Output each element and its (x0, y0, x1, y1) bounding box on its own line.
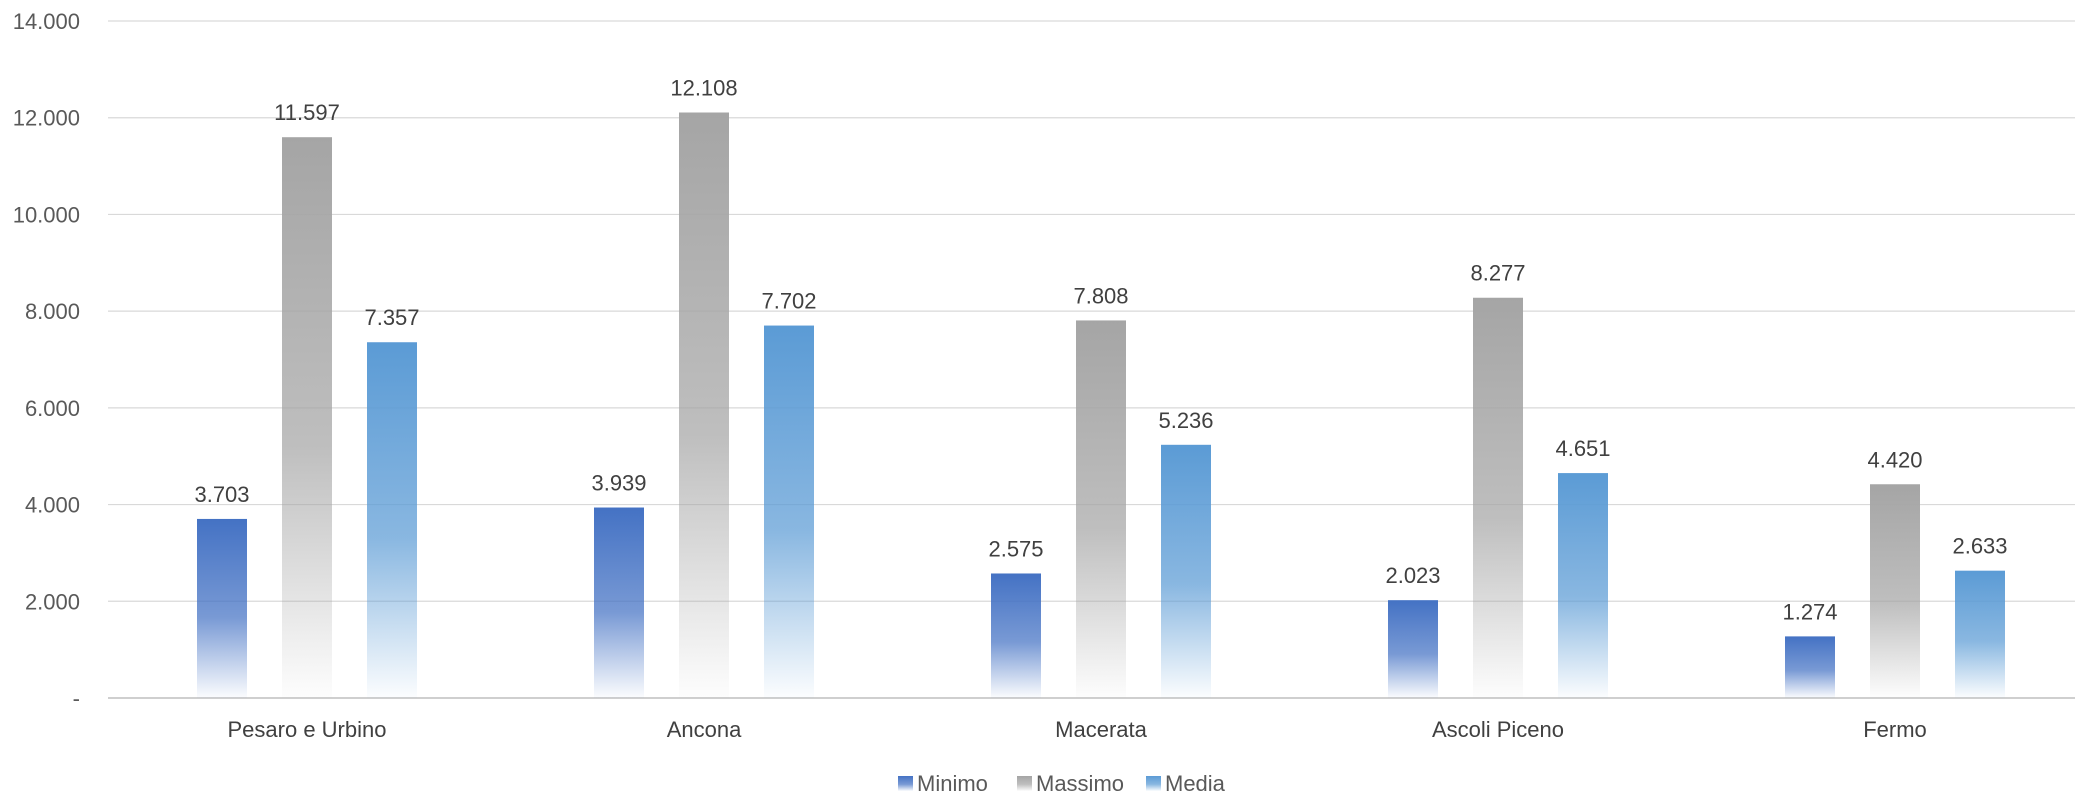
category-label: Fermo (1863, 717, 1927, 742)
category-label: Pesaro e Urbino (228, 717, 387, 742)
bar-media-2 (1161, 444, 1211, 698)
data-label: 7.808 (1073, 283, 1128, 308)
gridlines (108, 20, 2075, 699)
y-tick-label: - (73, 686, 80, 711)
data-label: 5.236 (1158, 408, 1213, 433)
data-label: 3.703 (194, 482, 249, 507)
bar-media-0 (367, 342, 417, 698)
legend-swatch-media (1146, 776, 1161, 791)
bar-minimo-2 (991, 573, 1041, 698)
data-label: 7.357 (364, 305, 419, 330)
y-tick-label: 2.000 (25, 589, 80, 614)
data-label: 3.939 (591, 471, 646, 496)
data-label: 2.575 (988, 536, 1043, 561)
data-label: 4.651 (1555, 436, 1610, 461)
legend-swatch-massimo (1017, 776, 1032, 791)
category-label: Ascoli Piceno (1432, 717, 1564, 742)
data-label: 7.702 (761, 289, 816, 314)
legend-label-media: Media (1165, 771, 1226, 794)
data-label: 4.420 (1867, 447, 1922, 472)
data-label: 2.023 (1385, 563, 1440, 588)
y-axis-ticks: - 2.000 4.000 6.000 8.000 10.000 12.000 14.000 (13, 9, 80, 711)
bar-media-4 (1955, 570, 2005, 698)
y-tick-label: 6.000 (25, 396, 80, 421)
bar-minimo-4 (1785, 636, 1835, 698)
y-tick-label: 8.000 (25, 299, 80, 324)
bar-massimo-3 (1473, 297, 1523, 698)
y-tick-label: 12.000 (13, 106, 80, 131)
bar-media-1 (764, 325, 814, 698)
bar-massimo-2 (1076, 320, 1126, 698)
data-label: 8.277 (1470, 261, 1525, 286)
bar-minimo-0 (197, 518, 247, 698)
bar-massimo-4 (1870, 484, 1920, 698)
legend-swatch-minimo (898, 776, 913, 791)
data-labels: 3.703 11.597 7.357 3.939 12.108 7.702 2.575 7.8… (194, 75, 2007, 624)
data-label: 11.597 (274, 100, 340, 125)
y-tick-label: 10.000 (13, 202, 80, 227)
x-axis-categories: Pesaro e Urbino Ancona Macerata Ascoli Pice… (228, 717, 1927, 742)
bar-minimo-3 (1388, 600, 1438, 698)
data-label: 2.633 (1952, 534, 2007, 559)
y-tick-label: 14.000 (13, 9, 80, 34)
category-label: Ancona (667, 717, 742, 742)
legend: Minimo Massimo Media (898, 771, 1226, 794)
y-tick-label: 4.000 (25, 493, 80, 518)
data-label: 12.108 (670, 75, 737, 100)
bars (197, 112, 2005, 699)
bar-media-3 (1558, 473, 1608, 698)
legend-label-massimo: Massimo (1036, 771, 1124, 794)
data-label: 1.274 (1782, 599, 1837, 624)
bar-massimo-0 (282, 137, 332, 698)
bar-massimo-1 (679, 112, 729, 699)
category-label: Macerata (1055, 717, 1147, 742)
legend-label-minimo: Minimo (917, 771, 988, 794)
bar-minimo-1 (594, 507, 644, 698)
